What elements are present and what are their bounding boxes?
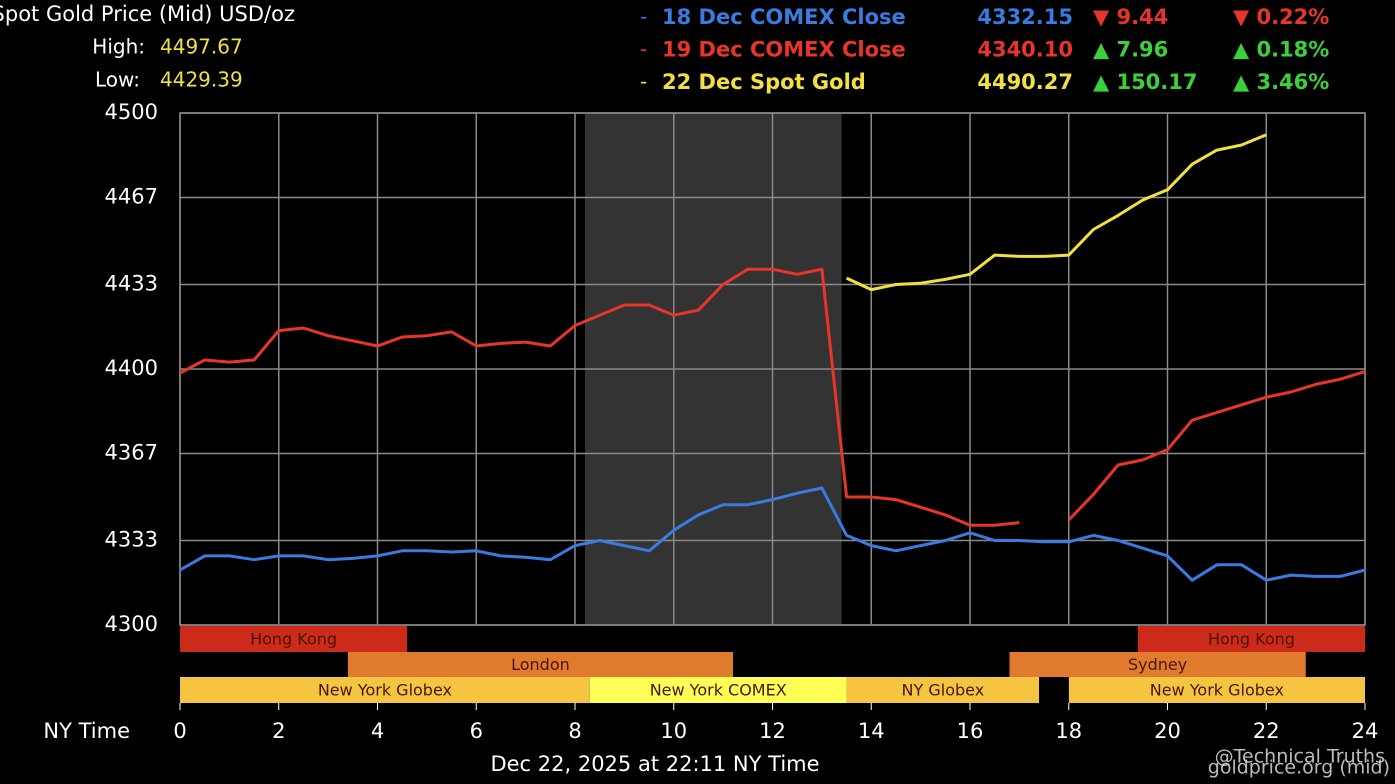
y-tick-label: 4500 (105, 100, 158, 124)
plot (179, 112, 1366, 626)
y-tick-label: 4300 (105, 612, 158, 636)
session-bar (1009, 652, 1306, 677)
session-label: London (511, 655, 570, 674)
x-tick-label: 0 (173, 719, 186, 743)
y-tick-label: 4433 (105, 272, 158, 296)
high-label: High: (92, 35, 145, 59)
session-label: Hong Kong (1208, 630, 1295, 649)
x-tick-label: 10 (660, 719, 687, 743)
source: goldprice.org (mid) (1208, 757, 1390, 779)
session-bar (180, 677, 590, 703)
legend-change: ▼ 9.44 (1093, 5, 1168, 29)
low-value: 4429.39 (160, 68, 243, 92)
session-bar (1068, 677, 1365, 703)
legend-change: ▲ 7.96 (1093, 38, 1168, 62)
x-tick-label: 2 (272, 719, 285, 743)
legend-dash: - (640, 37, 647, 61)
legend-name: 18 Dec COMEX Close (662, 5, 906, 29)
series-line (179, 486, 1366, 582)
x-tick-label: 24 (1352, 719, 1379, 743)
legend-change-pct: ▲ 3.46% (1233, 70, 1329, 94)
chart-title: Spot Gold Price (Mid) USD/oz (0, 2, 295, 26)
closed-range (1039, 677, 1069, 703)
x-tick-label: 12 (759, 719, 786, 743)
y-tick-label: 4400 (105, 356, 158, 380)
y-tick-label: 4367 (105, 440, 158, 464)
series-line (845, 133, 1267, 292)
session-bar (846, 677, 1040, 703)
session-bar (1137, 626, 1365, 652)
legend-last: 4490.27 (977, 70, 1073, 94)
legend-name: 22 Dec Spot Gold (662, 70, 866, 94)
legend-dash: - (640, 70, 647, 94)
x-tick-label: 14 (858, 719, 885, 743)
legend-last: 4332.15 (977, 5, 1073, 29)
legend-name: 19 Dec COMEX Close (662, 38, 906, 62)
watermark: @Technical Truths (1215, 746, 1385, 768)
session-label: New York COMEX (650, 681, 787, 700)
legend-last: 4340.10 (977, 38, 1073, 62)
x-tick-label: 18 (1055, 719, 1082, 743)
footer: Dec 22, 2025 at 22:11 NY Time (490, 752, 819, 776)
high-value: 4497.67 (160, 35, 243, 59)
session-bar (180, 626, 408, 652)
x-tick-label: 16 (957, 719, 984, 743)
legend-change-pct: ▲ 0.18% (1233, 38, 1329, 62)
session-label: New York Globex (1150, 681, 1284, 700)
low-label: Low: (95, 68, 140, 92)
x-tick-label: 4 (371, 719, 384, 743)
legend-dash: - (640, 5, 647, 29)
session-label: NY Globex (902, 681, 985, 700)
legend-change: ▲ 150.17 (1093, 70, 1198, 94)
x-tick-label: 6 (470, 719, 483, 743)
y-tick-label: 4467 (105, 184, 158, 208)
plot-border (179, 112, 1366, 626)
session-label: Sydney (1128, 655, 1187, 674)
legend-change-pct: ▼ 0.22% (1233, 5, 1329, 29)
session-bar (589, 677, 847, 703)
x-tick-label: 22 (1253, 719, 1280, 743)
y-tick-label: 4333 (105, 528, 158, 552)
x-axis-label: NY Time (43, 719, 130, 743)
series-line (179, 267, 1366, 527)
x-tick-label: 8 (568, 719, 581, 743)
session-bar (347, 652, 733, 677)
session-label: Hong Kong (250, 630, 337, 649)
session-label: New York Globex (318, 681, 452, 700)
x-tick-label: 20 (1154, 719, 1181, 743)
